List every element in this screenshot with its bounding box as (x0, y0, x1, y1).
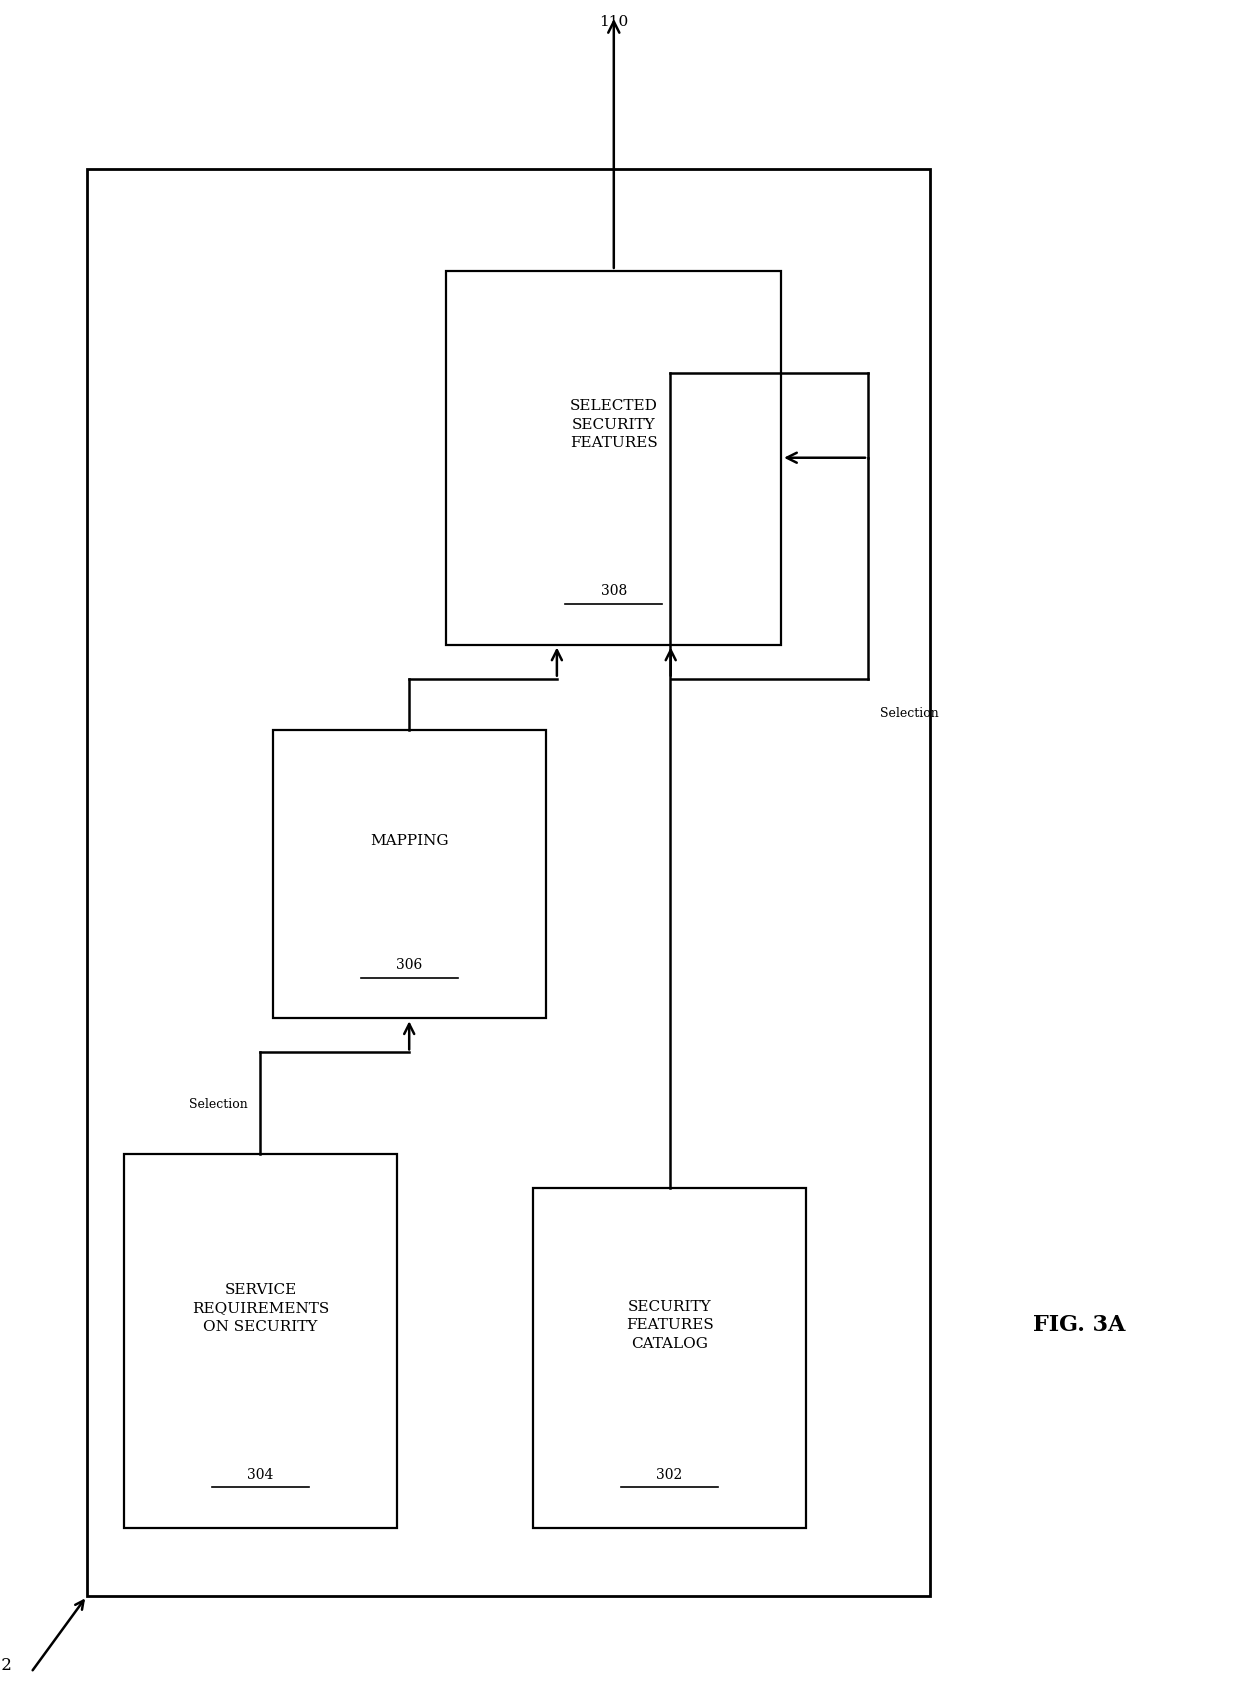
Text: SECURITY
FEATURES
CATALOG: SECURITY FEATURES CATALOG (626, 1299, 713, 1350)
Text: 304: 304 (247, 1467, 274, 1481)
Bar (533, 1189, 806, 1528)
Text: 306: 306 (396, 958, 423, 971)
Text: 110: 110 (599, 15, 629, 29)
Bar (446, 272, 781, 645)
Text: FIG. 3A: FIG. 3A (1033, 1314, 1125, 1335)
Text: SERVICE
REQUIREMENTS
ON SECURITY: SERVICE REQUIREMENTS ON SECURITY (192, 1282, 329, 1333)
Bar (87, 170, 930, 1596)
Text: 308: 308 (600, 584, 627, 598)
Text: 302: 302 (656, 1467, 683, 1481)
Bar (124, 1155, 397, 1528)
Text: Selection: Selection (880, 706, 939, 720)
Text: Selection: Selection (190, 1097, 248, 1110)
Text: MAPPING: MAPPING (370, 834, 449, 847)
Bar (273, 730, 546, 1019)
Text: 112: 112 (0, 1656, 12, 1673)
Text: SELECTED
SECURITY
FEATURES: SELECTED SECURITY FEATURES (570, 399, 657, 450)
